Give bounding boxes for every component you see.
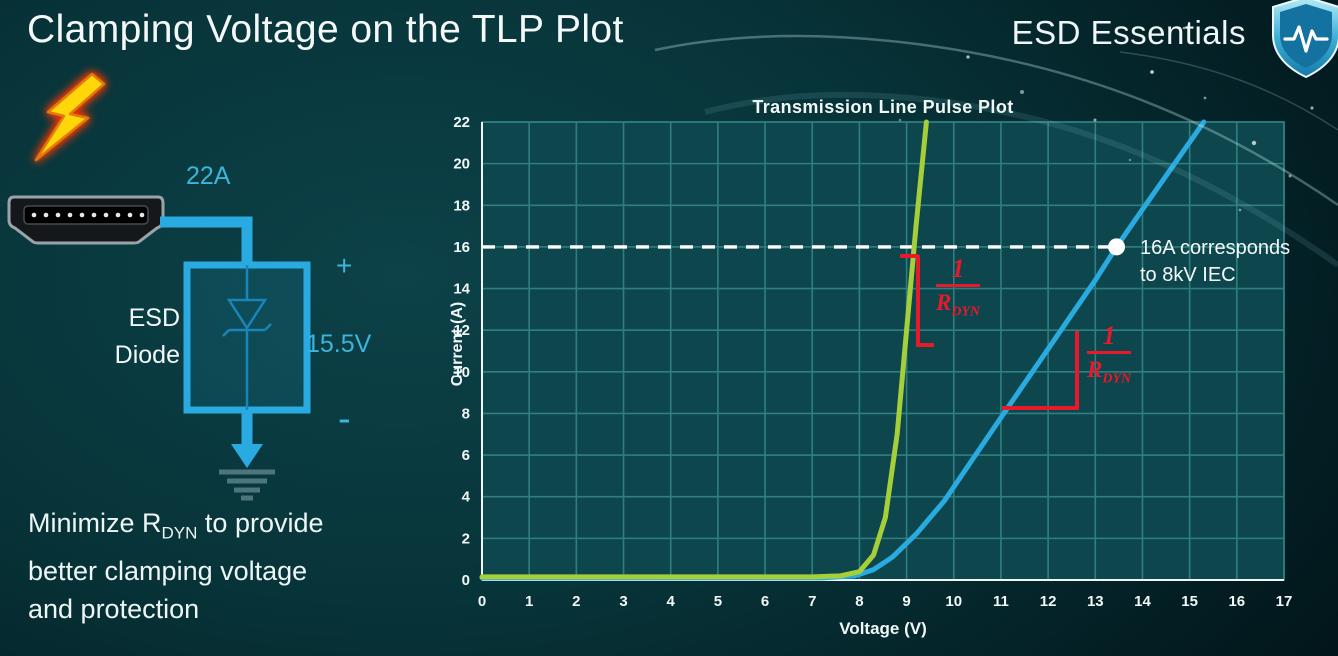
plot-area: 0 1 2 3 4 5 6 7 8 9 10 11 12 13 14 15 16 1702468101214161… xyxy=(453,114,1293,610)
svg-text:0: 0 xyxy=(462,572,470,589)
clamp-voltage-label: 15.5V xyxy=(306,330,372,358)
surge-current-label: 22A xyxy=(186,162,231,190)
brand-name: ESD Essentials xyxy=(1011,14,1246,51)
slope-fraction-blue-numerator: 1 xyxy=(1087,322,1132,354)
slope-indicator-green-rise xyxy=(916,255,920,345)
svg-text:10: 10 xyxy=(453,364,470,381)
slope-indicator-blue-rise xyxy=(1075,331,1079,409)
slope-fraction-green-numerator: 1 xyxy=(936,255,981,287)
marker-annotation-line1: 16A corresponds xyxy=(1140,237,1291,259)
marker-annotation-line2: to 8kV IEC xyxy=(1140,264,1236,286)
svg-text:4: 4 xyxy=(667,593,676,610)
svg-text:20: 20 xyxy=(453,156,470,173)
svg-text:2: 2 xyxy=(572,593,580,610)
svg-text:2: 2 xyxy=(462,530,470,547)
svg-text:13: 13 xyxy=(1087,593,1104,610)
svg-text:22: 22 xyxy=(453,114,470,131)
svg-text:6: 6 xyxy=(462,447,470,464)
svg-text:14: 14 xyxy=(453,281,470,298)
svg-text:6: 6 xyxy=(761,593,769,610)
tlp-chart: Transmission Line Pulse Plot Current (A)… xyxy=(430,95,1338,656)
takeaway-note: Minimize RDYN to provide better clamping… xyxy=(28,504,324,628)
svg-text:7: 7 xyxy=(808,593,816,610)
svg-text:9: 9 xyxy=(902,593,910,610)
series-green-curve-low-rdyn xyxy=(479,119,929,580)
svg-text:17: 17 xyxy=(1276,593,1293,610)
slope-fraction-green-denominator: RDYN xyxy=(936,290,981,320)
shield-pulse-icon xyxy=(1272,0,1338,79)
slope-fraction-green: 1 RDYN xyxy=(936,255,981,326)
component-label-line2: Diode xyxy=(114,341,180,369)
slope-indicator-green-tick-bottom xyxy=(916,343,934,347)
esd-diode-box xyxy=(183,261,311,414)
svg-text:8: 8 xyxy=(855,593,863,610)
svg-text:14: 14 xyxy=(1134,593,1151,610)
note-line1: Minimize RDYN to provide xyxy=(28,508,324,543)
plus-polarity-label: + xyxy=(336,250,353,281)
svg-text:8: 8 xyxy=(462,405,470,422)
svg-text:16: 16 xyxy=(453,239,470,256)
x-axis-label: Voltage (V) xyxy=(839,619,927,638)
svg-text:15: 15 xyxy=(1181,593,1198,610)
component-label-line1: ESD xyxy=(128,304,180,332)
slope-indicator-green-tick-top xyxy=(900,254,918,258)
chart-title: Transmission Line Pulse Plot xyxy=(752,97,1014,117)
plot-background xyxy=(482,122,1284,580)
component-label: ESD Diode xyxy=(58,300,180,374)
svg-text:3: 3 xyxy=(619,593,627,610)
svg-text:16: 16 xyxy=(1228,593,1245,610)
ground-symbol-icon xyxy=(219,410,275,501)
lightning-bolt-icon xyxy=(34,72,106,162)
svg-text:4: 4 xyxy=(462,489,471,506)
page-title: Clamping Voltage on the TLP Plot xyxy=(27,8,624,51)
marker-annotation: 16A corresponds to 8kV IEC xyxy=(1140,235,1290,289)
minus-polarity-label: - xyxy=(338,398,351,440)
note-line3: and protection xyxy=(28,594,200,625)
esd-diagram xyxy=(7,72,311,501)
svg-text:0: 0 xyxy=(478,593,486,610)
note-line2: better clamping voltage xyxy=(28,556,308,587)
svg-text:18: 18 xyxy=(453,197,470,214)
svg-text:11: 11 xyxy=(993,593,1009,610)
slope-fraction-blue-denominator: RDYN xyxy=(1087,357,1132,387)
svg-text:1: 1 xyxy=(525,593,533,610)
svg-text:10: 10 xyxy=(945,593,962,610)
marker-dot-16a xyxy=(1108,238,1126,256)
surge-wire xyxy=(160,216,253,265)
svg-text:5: 5 xyxy=(714,593,722,610)
svg-text:12: 12 xyxy=(1040,593,1057,610)
hdmi-connector-icon xyxy=(7,195,165,245)
svg-text:12: 12 xyxy=(453,322,470,339)
slope-fraction-blue: 1 RDYN xyxy=(1087,322,1132,393)
zener-diode-symbol-icon xyxy=(222,265,272,410)
slope-indicator-blue-run xyxy=(1002,406,1079,410)
